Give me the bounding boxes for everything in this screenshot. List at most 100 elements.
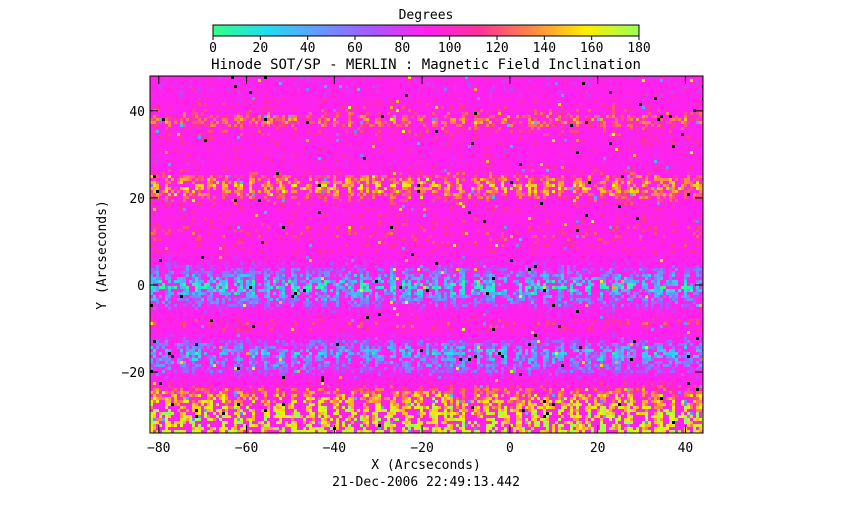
heatmap-cell xyxy=(297,238,300,241)
heatmap-cell xyxy=(249,298,252,301)
heatmap-cell xyxy=(321,265,324,268)
heatmap-cell xyxy=(210,181,213,184)
heatmap-cell xyxy=(498,205,501,208)
heatmap-cell xyxy=(168,217,171,220)
heatmap-cell xyxy=(207,148,210,151)
heatmap-cell xyxy=(360,79,363,82)
heatmap-cell xyxy=(207,271,210,274)
heatmap-cell xyxy=(240,184,243,187)
heatmap-cell xyxy=(360,190,363,193)
heatmap-cell xyxy=(327,277,330,280)
heatmap-cell xyxy=(177,292,180,295)
heatmap-cell xyxy=(264,211,267,214)
heatmap-cell xyxy=(294,241,297,244)
heatmap-cell xyxy=(543,157,546,160)
heatmap-cell xyxy=(408,265,411,268)
heatmap-cell xyxy=(459,271,462,274)
heatmap-cell xyxy=(351,121,354,124)
heatmap-cell xyxy=(420,292,423,295)
heatmap-cell xyxy=(219,259,222,262)
heatmap-cell xyxy=(678,187,681,190)
heatmap-cell xyxy=(267,151,270,154)
heatmap-cell xyxy=(258,79,261,82)
heatmap-cell xyxy=(693,220,696,223)
heatmap-cell xyxy=(180,115,183,118)
heatmap-cell xyxy=(315,280,318,283)
heatmap-cell xyxy=(519,244,522,247)
heatmap-cell xyxy=(684,271,687,274)
heatmap-cell xyxy=(246,298,249,301)
heatmap-cell xyxy=(534,109,537,112)
heatmap-cell xyxy=(318,241,321,244)
heatmap-cell xyxy=(345,244,348,247)
heatmap-cell xyxy=(618,124,621,127)
heatmap-cell xyxy=(420,283,423,286)
heatmap-cell xyxy=(309,169,312,172)
heatmap-cell xyxy=(645,223,648,226)
heatmap-cell xyxy=(483,118,486,121)
heatmap-cell xyxy=(186,298,189,301)
heatmap-cell xyxy=(282,259,285,262)
heatmap-cell xyxy=(522,115,525,118)
heatmap-cell xyxy=(285,283,288,286)
heatmap-cell xyxy=(411,235,414,238)
heatmap-cell xyxy=(444,226,447,229)
heatmap-cell xyxy=(363,100,366,103)
heatmap-cell xyxy=(648,121,651,124)
heatmap-cell xyxy=(693,268,696,271)
heatmap-cell xyxy=(417,283,420,286)
heatmap-cell xyxy=(354,292,357,295)
heatmap-cell xyxy=(393,130,396,133)
heatmap-cell xyxy=(312,79,315,82)
heatmap-cell xyxy=(423,187,426,190)
heatmap-cell xyxy=(672,124,675,127)
heatmap-cell xyxy=(597,91,600,94)
heatmap-cell xyxy=(324,229,327,232)
heatmap-cell xyxy=(381,268,384,271)
heatmap-cell xyxy=(240,187,243,190)
heatmap-cell xyxy=(621,283,624,286)
heatmap-cell xyxy=(417,157,420,160)
heatmap-cell xyxy=(657,184,660,187)
heatmap-cell xyxy=(354,205,357,208)
heatmap-cell xyxy=(561,91,564,94)
heatmap-cell xyxy=(165,190,168,193)
heatmap-cell xyxy=(558,115,561,118)
heatmap-cell xyxy=(522,130,525,133)
heatmap-cell xyxy=(489,172,492,175)
heatmap-cell xyxy=(528,130,531,133)
heatmap-cell xyxy=(438,196,441,199)
heatmap-cell xyxy=(639,76,642,79)
heatmap-cell xyxy=(573,121,576,124)
heatmap-cell xyxy=(540,289,543,292)
heatmap-cell xyxy=(660,241,663,244)
heatmap-cell xyxy=(576,196,579,199)
heatmap-cell xyxy=(297,286,300,289)
heatmap-cell xyxy=(660,133,663,136)
heatmap-cell xyxy=(156,187,159,190)
heatmap-cell xyxy=(501,292,504,295)
heatmap-cell xyxy=(411,298,414,301)
heatmap-cell xyxy=(255,271,258,274)
heatmap-cell xyxy=(309,157,312,160)
heatmap-cell xyxy=(459,295,462,298)
heatmap-cell xyxy=(402,118,405,121)
heatmap-cell xyxy=(240,133,243,136)
heatmap-cell xyxy=(537,124,540,127)
heatmap-cell xyxy=(216,103,219,106)
heatmap-cell xyxy=(261,220,264,223)
heatmap-cell xyxy=(171,190,174,193)
heatmap-cell xyxy=(375,181,378,184)
heatmap-cell xyxy=(615,271,618,274)
heatmap-cell xyxy=(438,187,441,190)
heatmap-cell xyxy=(531,271,534,274)
heatmap-cell xyxy=(282,301,285,304)
heatmap-cell xyxy=(168,280,171,283)
heatmap-cell xyxy=(402,115,405,118)
heatmap-cell xyxy=(252,301,255,304)
heatmap-cell xyxy=(297,94,300,97)
heatmap-cell xyxy=(630,196,633,199)
heatmap-cell xyxy=(198,124,201,127)
heatmap-cell xyxy=(462,268,465,271)
heatmap-cell xyxy=(405,223,408,226)
